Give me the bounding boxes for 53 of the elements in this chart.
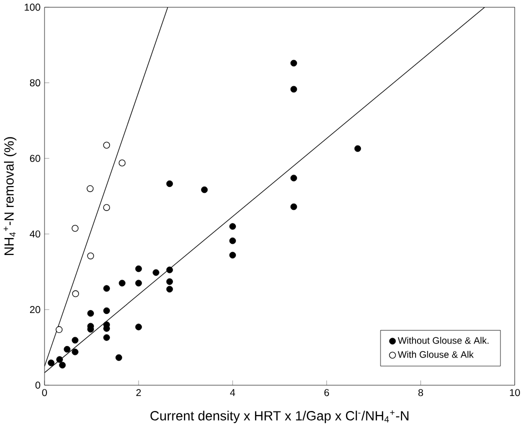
y-tick-label: 20: [30, 306, 40, 314]
point: [103, 334, 110, 341]
x-tick-label: 2: [136, 389, 141, 396]
x-tick-label: 0: [42, 389, 47, 396]
point: [103, 285, 110, 292]
point: [135, 280, 142, 287]
point: [354, 145, 362, 152]
x-tick-label: 6: [324, 389, 330, 396]
point: [72, 348, 78, 356]
point: [56, 326, 63, 334]
point: [72, 336, 78, 344]
legend-label: With Glouse & Alk: [398, 351, 474, 358]
point: [290, 86, 298, 93]
point: [166, 180, 173, 188]
point: [86, 185, 94, 192]
point: [48, 360, 54, 366]
y-tick-label: 0: [35, 382, 40, 389]
point: [64, 346, 70, 353]
point: [229, 252, 236, 259]
point: [166, 278, 173, 286]
point: [103, 142, 110, 149]
point: [290, 174, 298, 182]
x-axis-title: Current density x HRT x 1/Gap x Cl$^{-}$/NH$_{4}$$^{+}$-N: [150, 410, 408, 424]
point: [103, 308, 110, 314]
y-tick-label: 80: [30, 79, 40, 86]
point: [290, 60, 298, 67]
point: [166, 266, 173, 274]
point: [229, 223, 236, 230]
point: [116, 354, 122, 362]
point: [56, 356, 63, 363]
point: [118, 160, 126, 166]
y-tick-label: 100: [24, 4, 40, 11]
x-tick-label: 4: [230, 389, 236, 396]
point: [118, 280, 126, 287]
point: [72, 225, 79, 232]
point: [135, 266, 142, 272]
point: [87, 310, 94, 317]
point: [72, 290, 80, 298]
point: [87, 252, 94, 260]
y-tick-label: 40: [30, 230, 40, 238]
x-tick-label: 10: [510, 389, 520, 396]
point: [152, 269, 160, 276]
x-tick-label: 8: [418, 389, 424, 396]
y-axis-title: NH$_{4}$$^{+}$-N removal (%): [4, 137, 16, 256]
point: [103, 204, 110, 212]
legend-label: Without Glouse & Alk.: [398, 337, 488, 344]
y-tick-label: 60: [30, 154, 40, 162]
point: [59, 362, 66, 369]
point: [229, 238, 236, 244]
point: [290, 204, 298, 210]
point: [135, 324, 142, 330]
point: [201, 186, 208, 194]
point: [166, 286, 173, 293]
